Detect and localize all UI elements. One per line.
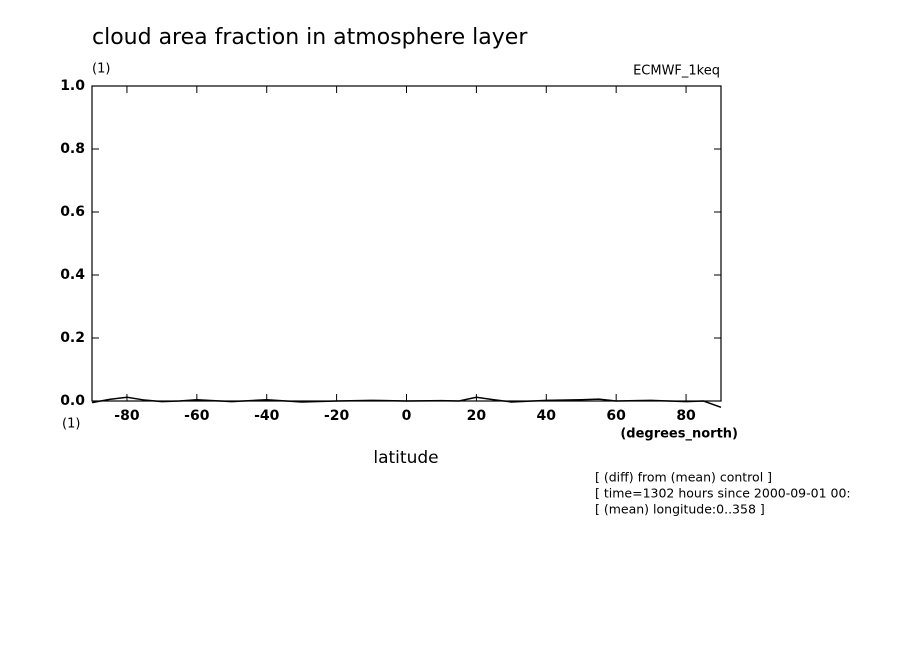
info-line: [ (mean) longitude:0..358 ]	[595, 502, 765, 517]
x-tick-label: -20	[324, 408, 350, 424]
x-tick-label: 40	[537, 408, 557, 424]
x-axis-label: latitude	[373, 448, 438, 468]
x-tick-label: 80	[676, 408, 696, 424]
model-label: ECMWF_1keq	[633, 64, 720, 79]
x-tick-label: 0	[402, 408, 412, 424]
x-tick-label: -80	[114, 408, 140, 424]
x-tick-label: 20	[467, 408, 487, 424]
y-tick-label: 1.0	[60, 78, 85, 94]
x-unit: (degrees_north)	[620, 427, 738, 442]
x-tick-label: -40	[254, 408, 280, 424]
y-tick-label: 0.6	[60, 204, 85, 220]
chart-title: cloud area fraction in atmosphere layer	[92, 25, 528, 50]
y-tick-label: 0.2	[60, 330, 85, 346]
x-tick-label: -60	[184, 408, 210, 424]
x-tick-label: 60	[606, 408, 626, 424]
info-line: [ (diff) from (mean) control ]	[595, 470, 772, 485]
y-unit: (1)	[92, 62, 110, 77]
data-line	[91, 396, 722, 409]
x-unit-left: (1)	[62, 417, 80, 432]
y-tick-label: 0.4	[60, 267, 85, 283]
y-tick-label: 0.0	[60, 393, 85, 409]
info-line: [ time=1302 hours since 2000-09-01 00:	[595, 486, 851, 501]
y-tick-label: 0.8	[60, 141, 85, 157]
